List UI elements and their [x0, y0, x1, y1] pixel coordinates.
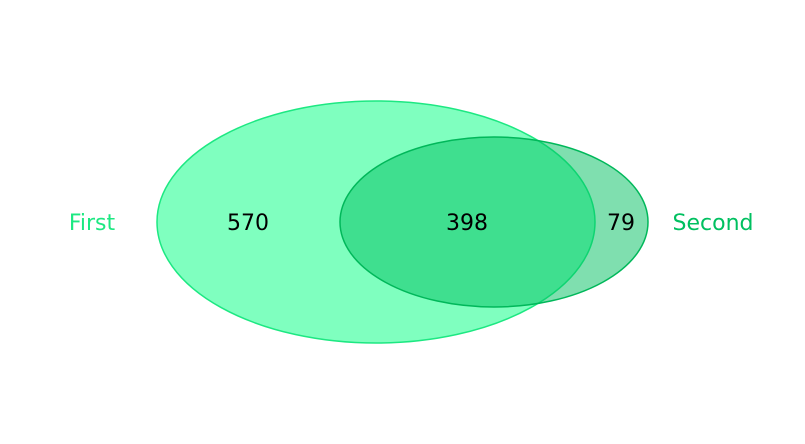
intersection-count: 398 — [446, 211, 488, 236]
set-second-ellipse — [339, 136, 649, 308]
set-first-label: First — [69, 211, 116, 236]
second-only-count: 79 — [607, 211, 635, 236]
set-second-label: Second — [673, 211, 754, 236]
first-only-count: 570 — [227, 211, 269, 236]
